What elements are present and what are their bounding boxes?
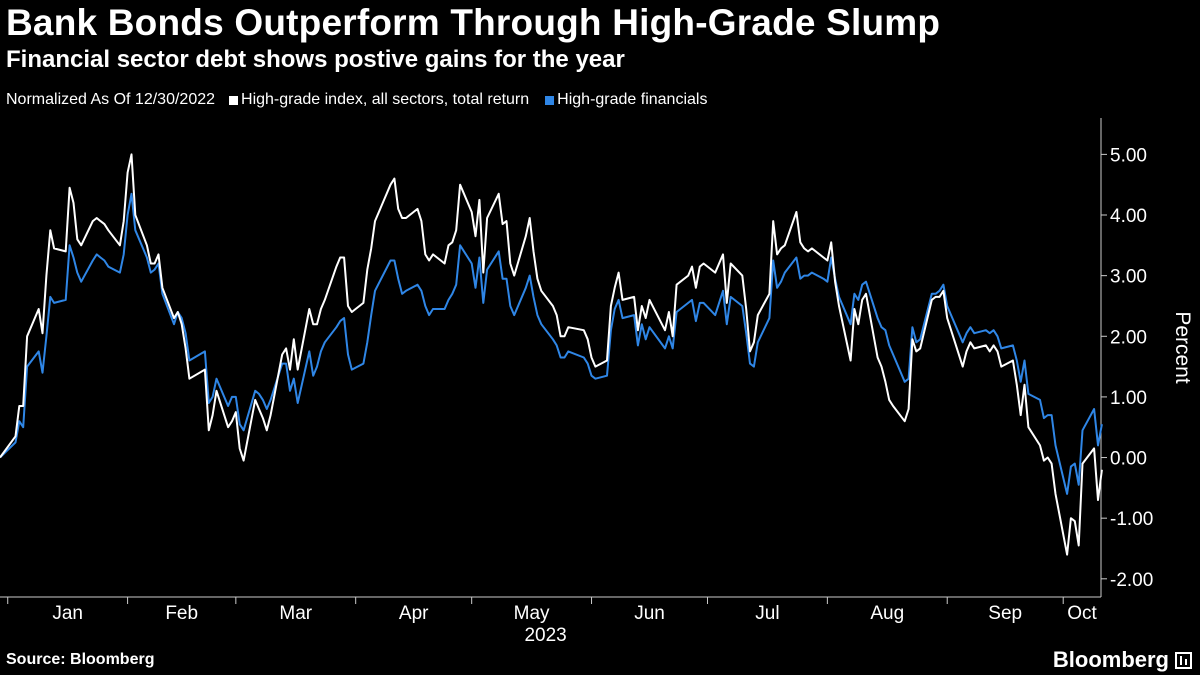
x-tick-label: Oct (1067, 603, 1097, 624)
normalization-note: Normalized As Of 12/30/2022 (6, 91, 216, 108)
chart-subtitle: Financial sector debt shows postive gain… (6, 46, 625, 73)
legend-swatch-all-sectors (229, 95, 239, 105)
series-line-all-sectors (0, 153, 1103, 556)
x-axis-year-label: 2023 (524, 625, 566, 646)
y-tick-label: 1.00 (1110, 388, 1147, 409)
brand-name: Bloomberg (1052, 647, 1169, 672)
y-tick-label: 2.00 (1110, 327, 1147, 348)
legend-item-all-sectors: High-grade index, all sectors, total ret… (229, 91, 529, 109)
legend-item-financials: High-grade financials (545, 91, 707, 109)
x-tick-label: Feb (165, 603, 198, 624)
y-axis-title: Percent (1171, 311, 1194, 384)
terminal-icon (1175, 651, 1192, 669)
y-tick-label: -1.00 (1110, 509, 1153, 530)
x-tick-label: Apr (399, 603, 429, 624)
x-tick-label: Jan (52, 603, 83, 624)
y-tick-label: 3.00 (1110, 267, 1147, 288)
chart-legend: Normalized As Of 12/30/2022 High-grade i… (6, 91, 723, 109)
bloomberg-logo: Bloomberg (1053, 647, 1192, 673)
series-line-financials (0, 192, 1103, 495)
legend-swatch-financials (545, 95, 555, 105)
chart-title: Bank Bonds Outperform Through High-Grade… (6, 2, 941, 43)
legend-label-financials: High-grade financials (557, 91, 708, 108)
y-tick-label: 0.00 (1110, 449, 1147, 470)
x-tick-label: Sep (988, 603, 1022, 624)
source-note: Source: Bloomberg (6, 651, 155, 668)
x-tick-label: Mar (279, 603, 312, 624)
y-tick-label: 5.00 (1110, 145, 1147, 166)
x-tick-label: Jul (755, 603, 779, 624)
x-tick-label: Jun (634, 603, 665, 624)
x-tick-label: Aug (870, 603, 904, 624)
y-tick-label: 4.00 (1110, 206, 1147, 227)
y-tick-label: -2.00 (1110, 570, 1153, 591)
x-tick-label: May (514, 603, 550, 624)
legend-label-all-sectors: High-grade index, all sectors, total ret… (241, 91, 530, 108)
